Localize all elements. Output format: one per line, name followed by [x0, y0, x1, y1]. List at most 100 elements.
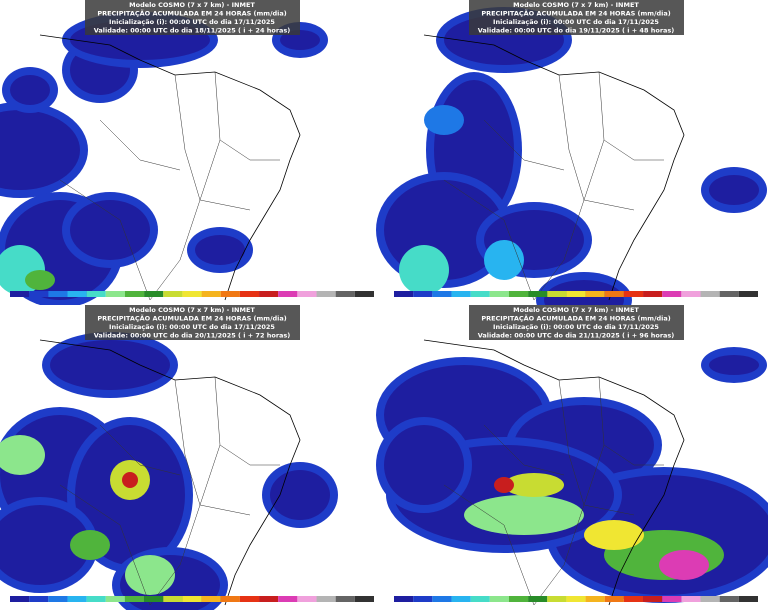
header-text: Modelo COSMO (7 x 7 km) - INMET	[513, 1, 639, 9]
precip-area	[125, 555, 175, 595]
colorbar-swatch	[124, 596, 145, 602]
colorbar-swatch	[182, 596, 202, 602]
colorbar-swatch	[201, 596, 221, 602]
colorbar-swatch	[259, 596, 279, 602]
colorbar-swatch	[700, 291, 720, 297]
colorbar-swatch	[489, 596, 509, 602]
colorbar-swatch	[29, 596, 49, 602]
colorbar-swatch	[105, 596, 125, 602]
precip-area	[584, 520, 644, 550]
precip-area	[384, 425, 464, 505]
header-box	[469, 305, 684, 340]
colorbar-swatch	[508, 291, 529, 297]
colorbar-swatch	[738, 291, 758, 297]
colorbar-swatch	[316, 291, 336, 297]
colorbar-swatch	[201, 291, 221, 297]
precip-area	[0, 435, 45, 475]
colorbar-swatch	[278, 596, 298, 602]
header-text: Validade: 00:00 UTC do dia 21/11/2025 ( …	[478, 332, 675, 340]
precip-area	[25, 270, 55, 290]
colorbar-swatch	[643, 291, 663, 297]
colorbar-swatch	[451, 291, 471, 297]
colorbar-swatch	[124, 291, 145, 297]
precip-area	[70, 530, 110, 560]
colorbar-swatch	[297, 596, 317, 602]
colorbar-swatch	[528, 291, 548, 297]
colorbar-swatch	[585, 596, 605, 602]
colorbar-swatch	[105, 291, 125, 297]
precip-area	[195, 235, 245, 265]
colorbar-swatch	[566, 596, 586, 602]
header-box	[469, 0, 684, 35]
header-text: Inicialização (i): 00:00 UTC do dia 17/1…	[493, 18, 659, 26]
header-text: PRECIPITAÇÃO ACUMULADA EM 24 HORAS (mm/d…	[97, 9, 286, 18]
precip-area	[122, 472, 138, 488]
precip-area	[0, 505, 90, 585]
header-text: PRECIPITAÇÃO ACUMULADA EM 24 HORAS (mm/d…	[481, 314, 670, 323]
colorbar-swatch	[643, 596, 663, 602]
header-text: Modelo COSMO (7 x 7 km) - INMET	[513, 306, 639, 314]
colorbar-swatch	[335, 596, 355, 602]
colorbar-swatch	[585, 291, 605, 297]
colorbar-swatch	[354, 596, 374, 602]
precip-area	[484, 240, 524, 280]
state-borders	[443, 376, 664, 606]
colorbar-swatch	[259, 291, 279, 297]
colorbar-swatch	[220, 596, 240, 602]
colorbar-swatch	[394, 291, 414, 297]
header-text: PRECIPITAÇÃO ACUMULADA EM 24 HORAS (mm/d…	[97, 314, 286, 323]
colorbar-swatch	[29, 291, 49, 297]
colorbar-swatch	[470, 291, 490, 297]
state-borders	[59, 376, 280, 606]
colorbar-swatch	[67, 291, 87, 297]
colorbar-swatch	[604, 291, 624, 297]
map-panel: Modelo COSMO (7 x 7 km) - INMETPRECIPITA…	[376, 0, 767, 328]
colorbar-swatch	[623, 291, 644, 297]
colorbar-swatch	[316, 596, 336, 602]
colorbar-swatch	[86, 596, 106, 602]
map-panel: Modelo COSMO (7 x 7 km) - INMETPRECIPITA…	[0, 305, 380, 610]
colorbar-swatch	[163, 291, 183, 297]
header-text: Modelo COSMO (7 x 7 km) - INMET	[129, 1, 255, 9]
precip-area	[70, 200, 150, 260]
map-panel: Modelo COSMO (7 x 7 km) - INMETPRECIPITA…	[376, 305, 768, 608]
precip-area	[50, 340, 170, 390]
colorbar-swatch	[67, 596, 87, 602]
colorbar-swatch	[547, 596, 567, 602]
colorbar-swatch	[239, 291, 260, 297]
precip-area	[424, 105, 464, 135]
coastline	[39, 339, 301, 606]
colorbar-swatch	[394, 596, 414, 602]
header-text: Inicialização (i): 00:00 UTC do dia 17/1…	[109, 323, 275, 331]
header-text: Validade: 00:00 UTC do dia 20/11/2025 ( …	[94, 332, 291, 340]
header-text: PRECIPITAÇÃO ACUMULADA EM 24 HORAS (mm/d…	[481, 9, 670, 18]
colorbar-swatch	[681, 596, 701, 602]
header-text: Inicialização (i): 00:00 UTC do dia 17/1…	[109, 18, 275, 26]
colorbar-swatch	[10, 291, 30, 297]
coastline	[423, 34, 685, 301]
colorbar-swatch	[239, 596, 260, 602]
precip-area	[0, 110, 80, 190]
colorbar-swatch	[528, 596, 548, 602]
colorbar-swatch	[681, 291, 701, 297]
precip-area	[709, 355, 759, 375]
precip-area	[504, 473, 564, 497]
colorbar-swatch	[220, 291, 240, 297]
colorbar-swatch	[163, 596, 183, 602]
colorbar-swatch	[48, 596, 68, 602]
colorbar-swatch	[413, 596, 433, 602]
header-text: Validade: 00:00 UTC do dia 18/11/2025 ( …	[94, 27, 291, 35]
colorbar-swatch	[604, 596, 624, 602]
precip-area	[659, 550, 709, 580]
map-panel: Modelo COSMO (7 x 7 km) - INMETPRECIPITA…	[0, 0, 380, 308]
precip-area	[709, 175, 759, 205]
colorbar-swatch	[489, 291, 509, 297]
colorbar-swatch	[432, 596, 452, 602]
colorbar-swatch	[662, 596, 682, 602]
precip-area	[464, 495, 584, 535]
colorbar-swatch	[335, 291, 355, 297]
colorbar-swatch	[566, 291, 586, 297]
header-text: Modelo COSMO (7 x 7 km) - INMET	[129, 306, 255, 314]
